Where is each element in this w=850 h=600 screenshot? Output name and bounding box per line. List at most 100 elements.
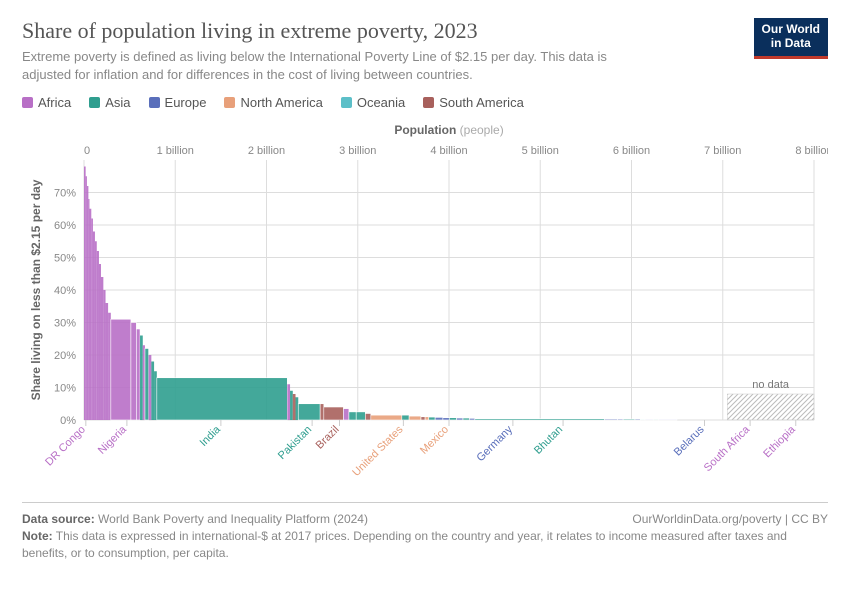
country-bar[interactable]	[97, 251, 99, 420]
country-bar[interactable]	[653, 419, 658, 420]
legend-item[interactable]: Oceania	[341, 95, 405, 110]
x-tick-label: 8 billion	[795, 145, 828, 157]
legend-item[interactable]: South America	[423, 95, 524, 110]
country-bar[interactable]	[157, 378, 287, 420]
country-bar[interactable]	[108, 313, 111, 420]
country-bar[interactable]	[91, 219, 93, 421]
country-bar[interactable]	[645, 419, 653, 420]
country-label[interactable]: United States	[350, 423, 406, 479]
chart-title: Share of population living in extreme po…	[22, 18, 642, 44]
country-bar[interactable]	[409, 416, 421, 420]
country-bar[interactable]	[101, 277, 103, 420]
x-tick-label: 1 billion	[157, 145, 194, 157]
country-bar[interactable]	[435, 417, 443, 420]
country-bar[interactable]	[324, 407, 344, 420]
country-bar[interactable]	[86, 176, 87, 420]
legend-swatch	[224, 97, 235, 108]
country-label[interactable]: India	[198, 423, 224, 449]
country-bar[interactable]	[143, 345, 145, 420]
country-bar[interactable]	[111, 319, 131, 420]
legend-label: South America	[439, 95, 524, 110]
country-bar[interactable]	[349, 412, 356, 420]
legend-item[interactable]: Europe	[149, 95, 207, 110]
country-label[interactable]: Pakistan	[276, 424, 314, 462]
country-bar[interactable]	[371, 415, 402, 420]
country-bar[interactable]	[443, 418, 449, 420]
country-bar[interactable]	[402, 415, 409, 420]
country-label[interactable]: Nigeria	[96, 423, 130, 457]
country-bar[interactable]	[89, 209, 91, 420]
country-bar[interactable]	[365, 414, 370, 421]
header-row: Share of population living in extreme po…	[22, 18, 828, 95]
country-label[interactable]: Bhutan	[532, 424, 565, 457]
x-tick-label: 4 billion	[430, 145, 467, 157]
x-tick-label: 6 billion	[613, 145, 650, 157]
country-bar[interactable]	[293, 394, 296, 420]
country-bar[interactable]	[87, 186, 88, 420]
y-tick-label: 30%	[54, 318, 76, 330]
country-label[interactable]: Brazil	[314, 424, 342, 452]
country-bar[interactable]	[298, 404, 320, 420]
country-bar[interactable]	[463, 418, 469, 420]
country-bar[interactable]	[290, 391, 293, 420]
country-bar[interactable]	[88, 199, 89, 420]
x-tick-label: 7 billion	[704, 145, 741, 157]
country-bar[interactable]	[343, 409, 348, 420]
country-bar[interactable]	[475, 419, 605, 420]
legend-item[interactable]: Africa	[22, 95, 71, 110]
country-bar[interactable]	[296, 397, 299, 420]
country-bar[interactable]	[623, 419, 635, 420]
country-bar[interactable]	[457, 418, 463, 420]
country-bar[interactable]	[618, 419, 623, 420]
country-label[interactable]: DR Congo	[43, 424, 88, 469]
legend: Africa Asia Europe North America Oceania Sout…	[22, 95, 828, 110]
legend-label: Europe	[165, 95, 207, 110]
country-label[interactable]: Germany	[475, 423, 516, 464]
y-tick-label: 40%	[54, 285, 76, 297]
country-bar[interactable]	[635, 419, 640, 420]
y-tick-label: 50%	[54, 253, 76, 265]
legend-item[interactable]: Asia	[89, 95, 130, 110]
country-label[interactable]: Mexico	[418, 424, 451, 457]
legend-label: Africa	[38, 95, 71, 110]
data-source: Data source: World Bank Poverty and Ineq…	[22, 511, 368, 528]
country-bar[interactable]	[93, 232, 95, 421]
country-label[interactable]: Ethiopia	[761, 423, 798, 460]
country-bar[interactable]	[421, 417, 425, 420]
country-label[interactable]: Belarus	[672, 423, 707, 458]
y-tick-label: 0%	[60, 415, 76, 427]
country-bar[interactable]	[99, 264, 101, 420]
country-bar[interactable]	[604, 419, 617, 420]
chart-footer: Data source: World Bank Poverty and Ineq…	[22, 502, 828, 561]
country-bar[interactable]	[131, 323, 136, 421]
attribution: OurWorldinData.org/poverty | CC BY	[632, 511, 828, 528]
x-tick-label: 5 billion	[522, 145, 559, 157]
header-text: Share of population living in extreme po…	[22, 18, 642, 95]
country-bar[interactable]	[356, 412, 365, 420]
country-bar[interactable]	[140, 336, 143, 421]
legend-swatch	[89, 97, 100, 108]
country-bar[interactable]	[449, 418, 456, 420]
legend-swatch	[341, 97, 352, 108]
country-bar[interactable]	[425, 417, 429, 420]
country-bar[interactable]	[320, 404, 324, 420]
country-bar[interactable]	[145, 349, 149, 421]
legend-item[interactable]: North America	[224, 95, 322, 110]
country-bar[interactable]	[659, 419, 677, 420]
country-bar[interactable]	[154, 371, 157, 420]
country-label[interactable]: South Africa	[702, 423, 753, 474]
country-bar[interactable]	[429, 417, 435, 420]
country-bar[interactable]	[149, 355, 152, 420]
country-bar[interactable]	[640, 419, 645, 420]
country-bar[interactable]	[84, 167, 86, 421]
country-bar[interactable]	[95, 241, 97, 420]
country-bar[interactable]	[287, 384, 290, 420]
country-bar[interactable]	[103, 290, 105, 420]
x-axis-title: Population (people)	[394, 123, 503, 137]
country-bar[interactable]	[151, 362, 154, 421]
country-bar[interactable]	[106, 303, 109, 420]
x-tick-label: 2 billion	[248, 145, 285, 157]
legend-label: Asia	[105, 95, 130, 110]
country-bar[interactable]	[136, 329, 140, 420]
country-bar[interactable]	[469, 418, 474, 420]
